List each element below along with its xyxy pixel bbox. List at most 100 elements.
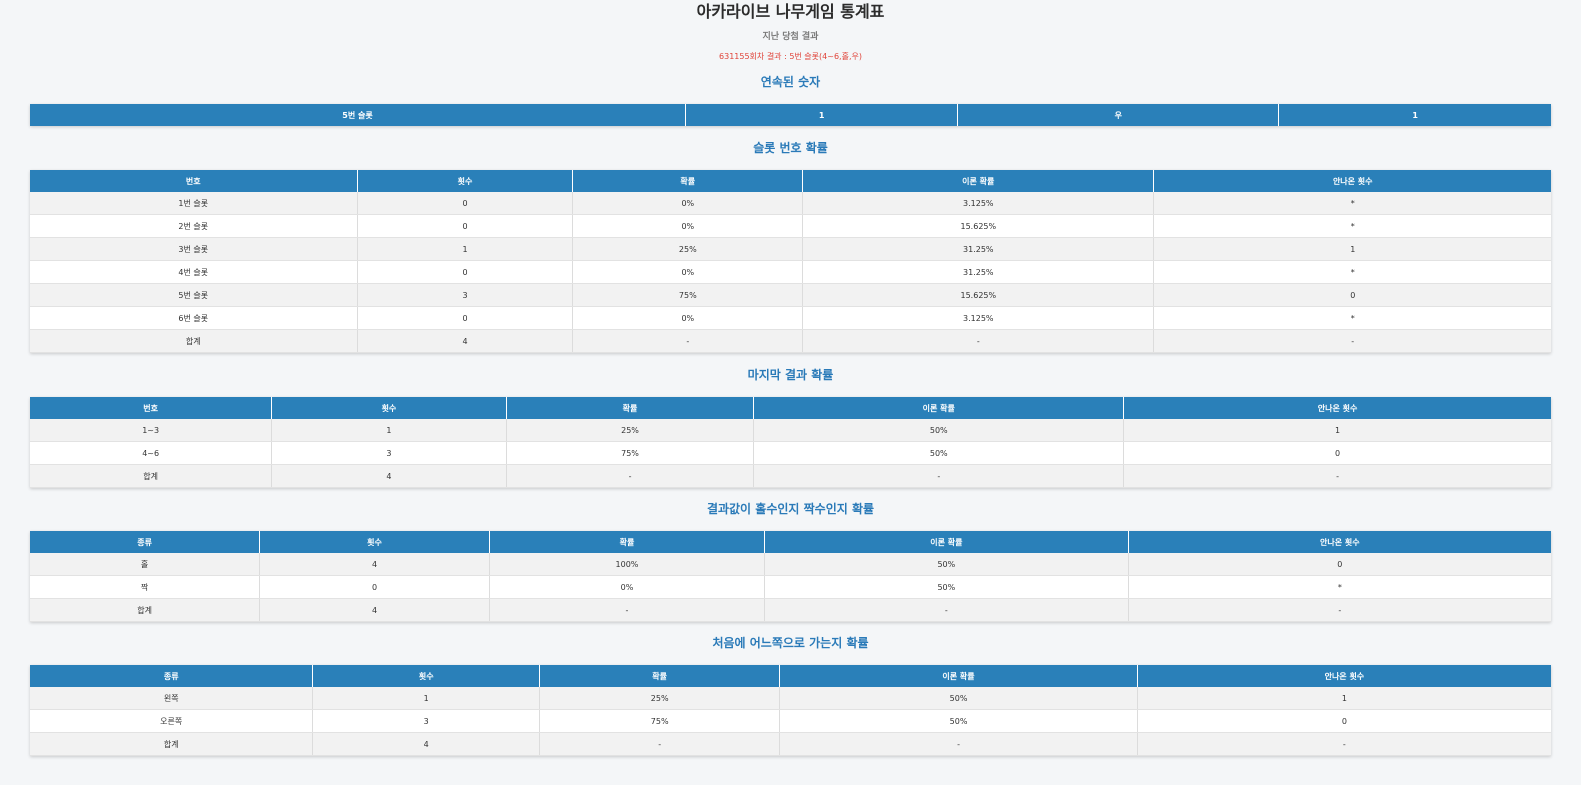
- total-row: 합계 4- - -: [30, 329, 1551, 353]
- table-cell: 31.25%: [802, 237, 1155, 261]
- table-cell: 25%: [506, 419, 755, 442]
- page-container: 아카라이브 나무게임 통계표 지난 당첨 결과 631155회차 결과 : 5번…: [30, 2, 1551, 756]
- table-cell: 합계: [30, 464, 273, 488]
- table-cell: 4: [259, 598, 490, 622]
- column-header: 확률: [539, 665, 781, 687]
- table-row: 2번 슬롯 0 0% 15.625% *: [30, 214, 1551, 238]
- table-cell: 짝: [30, 575, 261, 599]
- table-cell: 15.625%: [802, 214, 1155, 238]
- parity-probability-table: 종류 횟수 확률 이론 확률 안나온 횟수 홀 4 100% 50% 0 짝 0 0% 50% * 합계 4-…: [30, 531, 1551, 622]
- table-cell: -: [779, 732, 1138, 756]
- table-cell: 50%: [753, 419, 1125, 442]
- table-cell: 4: [312, 732, 541, 756]
- table-cell: 3번 슬롯: [30, 237, 358, 261]
- table-header-row: 종류 횟수 확률 이론 확률 안나온 횟수: [30, 531, 1551, 553]
- table-cell: 홀: [30, 553, 261, 576]
- direction-probability-table: 종류 횟수 확률 이론 확률 안나온 횟수 왼쪽 1 25% 50% 1 오른쪽 3 75% 50% 0 합…: [30, 665, 1551, 756]
- table-cell: 50%: [764, 575, 1129, 599]
- table-cell: -: [753, 464, 1125, 488]
- column-header: 횟수: [259, 531, 490, 553]
- table-cell: 1: [312, 687, 541, 710]
- column-header: 횟수: [271, 397, 507, 419]
- column-header: 이론 확률: [779, 665, 1138, 687]
- table-cell: 0%: [572, 260, 804, 284]
- streak-row: 5번 슬롯 1 우 1: [30, 104, 1551, 126]
- table-cell: *: [1153, 260, 1551, 284]
- column-header: 종류: [30, 531, 261, 553]
- table-row: 오른쪽 3 75% 50% 0: [30, 709, 1551, 733]
- table-cell: 1: [1123, 419, 1551, 442]
- table-cell: 50%: [753, 441, 1125, 465]
- table-cell: 0: [1128, 553, 1551, 576]
- table-cell: 25%: [539, 687, 781, 710]
- table-cell: -: [1153, 329, 1551, 353]
- table-cell: *: [1153, 214, 1551, 238]
- column-header: 안나온 횟수: [1128, 531, 1551, 553]
- table-row: 4번 슬롯 0 0% 31.25% *: [30, 260, 1551, 284]
- table-cell: 왼쪽: [30, 687, 314, 710]
- table-row: 4~6 3 75% 50% 0: [30, 441, 1551, 465]
- table-cell: -: [489, 598, 766, 622]
- table-cell: *: [1153, 306, 1551, 330]
- table-cell: 75%: [539, 709, 781, 733]
- table-cell: 0: [357, 306, 574, 330]
- table-cell: 합계: [30, 732, 314, 756]
- table-cell: -: [572, 329, 804, 353]
- table-cell: 0: [1137, 709, 1551, 733]
- table-row: 6번 슬롯 0 0% 3.125% *: [30, 306, 1551, 330]
- table-cell: 1: [271, 419, 507, 442]
- table-cell: 0: [357, 260, 574, 284]
- streak-heading: 연속된 숫자: [760, 75, 821, 89]
- table-cell: 3.125%: [802, 306, 1155, 330]
- range-table-heading: 마지막 결과 확률: [747, 368, 834, 382]
- table-row: 짝 0 0% 50% *: [30, 575, 1551, 599]
- streak-direction-count: 1: [1278, 104, 1551, 126]
- column-header: 안나온 횟수: [1137, 665, 1551, 687]
- total-row: 합계 4- - -: [30, 598, 1551, 622]
- column-header: 횟수: [357, 170, 574, 192]
- table-cell: 3: [312, 709, 541, 733]
- table-cell: 0: [357, 214, 574, 238]
- slot-table-heading: 슬롯 번호 확률: [753, 141, 828, 155]
- table-cell: 0: [1123, 441, 1551, 465]
- streak-slot-count: 1: [685, 104, 959, 126]
- table-cell: 4: [259, 553, 490, 576]
- table-cell: 6번 슬롯: [30, 306, 358, 330]
- page-title: 아카라이브 나무게임 통계표: [696, 2, 885, 21]
- column-header: 안나온 횟수: [1123, 397, 1551, 419]
- table-cell: 0%: [572, 192, 804, 215]
- table-cell: 4: [271, 464, 507, 488]
- table-row: 왼쪽 1 25% 50% 1: [30, 687, 1551, 710]
- table-row: 홀 4 100% 50% 0: [30, 553, 1551, 576]
- direction-table-heading: 처음에 어느쪽으로 가는지 확률: [712, 636, 869, 650]
- table-cell: -: [802, 329, 1155, 353]
- table-cell: 50%: [779, 687, 1138, 710]
- column-header: 종류: [30, 665, 314, 687]
- table-cell: 1: [1137, 687, 1551, 710]
- table-cell: 3: [271, 441, 507, 465]
- column-header: 번호: [30, 397, 273, 419]
- table-row: 1~3 1 25% 50% 1: [30, 419, 1551, 442]
- table-cell: 0%: [572, 306, 804, 330]
- table-cell: 75%: [506, 441, 755, 465]
- table-cell: -: [764, 598, 1129, 622]
- column-header: 이론 확률: [764, 531, 1129, 553]
- streak-slot: 5번 슬롯: [30, 104, 687, 126]
- column-header: 이론 확률: [753, 397, 1125, 419]
- table-cell: 3: [357, 283, 574, 307]
- column-header: 횟수: [312, 665, 541, 687]
- table-cell: 4번 슬롯: [30, 260, 358, 284]
- streak-direction: 우: [957, 104, 1280, 126]
- total-row: 합계 4- - -: [30, 732, 1551, 756]
- table-cell: -: [1123, 464, 1551, 488]
- table-header-row: 종류 횟수 확률 이론 확률 안나온 횟수: [30, 665, 1551, 687]
- table-cell: -: [539, 732, 781, 756]
- table-cell: -: [1128, 598, 1551, 622]
- table-row: 5번 슬롯 3 75% 15.625% 0: [30, 283, 1551, 307]
- table-cell: 4: [357, 329, 574, 353]
- table-cell: 1: [357, 237, 574, 261]
- table-cell: 0: [259, 575, 490, 599]
- column-header: 안나온 횟수: [1153, 170, 1551, 192]
- table-cell: 오른쪽: [30, 709, 314, 733]
- column-header: 번호: [30, 170, 358, 192]
